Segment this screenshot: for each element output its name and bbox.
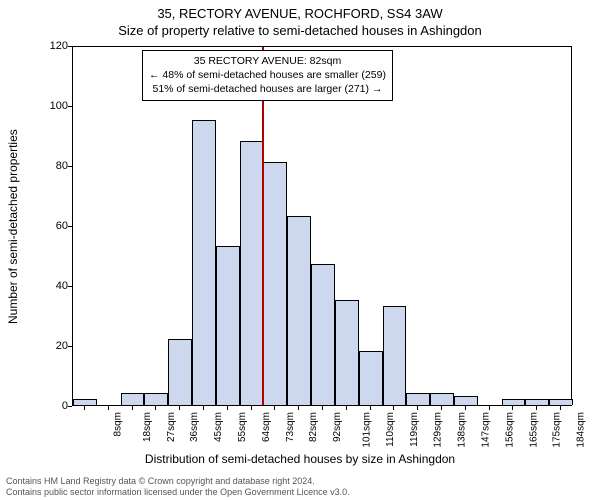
histogram-bar — [192, 120, 216, 405]
histogram-bar — [525, 399, 549, 405]
gridline — [73, 167, 571, 168]
x-tick-label: 73sqm — [285, 412, 296, 442]
histogram-bar — [406, 393, 430, 405]
histogram-bar — [263, 162, 287, 405]
histogram-bar — [144, 393, 168, 405]
footer-line-2: Contains public sector information licen… — [6, 487, 350, 498]
x-tick-mark — [370, 406, 371, 410]
sub-title: Size of property relative to semi-detach… — [0, 21, 600, 38]
y-tick-mark — [68, 106, 72, 107]
gridline — [73, 107, 571, 108]
histogram-bar — [335, 300, 359, 405]
x-tick-label: 156sqm — [504, 412, 515, 448]
histogram-bar — [359, 351, 383, 405]
histogram-bar — [502, 399, 526, 405]
x-tick-label: 27sqm — [166, 412, 177, 442]
histogram-bar — [121, 393, 145, 405]
histogram-bar — [73, 399, 97, 405]
x-tick-label: 119sqm — [408, 412, 419, 447]
histogram-bar — [240, 141, 264, 405]
histogram-bar — [311, 264, 335, 405]
x-tick-mark — [322, 406, 323, 410]
y-tick-mark — [68, 46, 72, 47]
x-tick-mark — [84, 406, 85, 410]
histogram-bar — [216, 246, 240, 405]
gridline — [73, 227, 571, 228]
annotation-line-1: 35 RECTORY AVENUE: 82sqm — [149, 54, 386, 68]
x-tick-label: 110sqm — [385, 412, 396, 447]
y-tick-label: 100 — [38, 100, 68, 112]
x-tick-mark — [251, 406, 252, 410]
x-tick-mark — [227, 406, 228, 410]
x-tick-mark — [417, 406, 418, 410]
x-tick-mark — [489, 406, 490, 410]
reference-line — [262, 47, 264, 405]
x-tick-mark — [179, 406, 180, 410]
x-tick-label: 36sqm — [189, 412, 200, 442]
histogram-bar — [168, 339, 192, 405]
annotation-callout: 35 RECTORY AVENUE: 82sqm ← 48% of semi-d… — [142, 50, 393, 101]
x-tick-mark — [132, 406, 133, 410]
y-tick-mark — [68, 226, 72, 227]
x-tick-mark — [155, 406, 156, 410]
x-tick-label: 147sqm — [481, 412, 492, 448]
x-tick-label: 175sqm — [552, 412, 563, 448]
x-tick-label: 92sqm — [332, 412, 343, 442]
y-tick-label: 20 — [38, 340, 68, 352]
x-tick-label: 82sqm — [308, 412, 319, 442]
y-tick-label: 40 — [38, 280, 68, 292]
x-tick-mark — [536, 406, 537, 410]
histogram-bar — [287, 216, 311, 405]
annotation-line-3: 51% of semi-detached houses are larger (… — [149, 82, 386, 96]
y-tick-label: 60 — [38, 220, 68, 232]
x-tick-label: 165sqm — [528, 412, 539, 448]
x-tick-label: 129sqm — [433, 412, 444, 448]
x-tick-mark — [393, 406, 394, 410]
x-tick-mark — [346, 406, 347, 410]
histogram-bar — [549, 399, 573, 405]
x-tick-mark — [203, 406, 204, 410]
x-tick-mark — [108, 406, 109, 410]
y-tick-mark — [68, 166, 72, 167]
y-tick-label: 0 — [38, 400, 68, 412]
y-tick-mark — [68, 406, 72, 407]
x-tick-label: 184sqm — [576, 412, 587, 448]
y-axis-label: Number of semi-detached properties — [6, 129, 20, 324]
y-tick-label: 120 — [38, 40, 68, 52]
x-tick-label: 101sqm — [362, 412, 373, 448]
x-tick-label: 18sqm — [142, 412, 153, 442]
x-tick-label: 64sqm — [261, 412, 272, 442]
x-tick-mark — [512, 406, 513, 410]
footer-line-1: Contains HM Land Registry data © Crown c… — [6, 476, 350, 487]
histogram-bar — [454, 396, 478, 405]
y-tick-mark — [68, 346, 72, 347]
histogram-bar — [383, 306, 407, 405]
y-tick-label: 80 — [38, 160, 68, 172]
x-tick-label: 138sqm — [457, 412, 468, 448]
x-tick-label: 45sqm — [213, 412, 224, 442]
annotation-line-2: ← 48% of semi-detached houses are smalle… — [149, 68, 386, 82]
y-tick-mark — [68, 286, 72, 287]
x-tick-mark — [274, 406, 275, 410]
x-tick-mark — [560, 406, 561, 410]
footer-attribution: Contains HM Land Registry data © Crown c… — [6, 476, 350, 498]
x-tick-label: 8sqm — [112, 412, 123, 436]
x-tick-mark — [298, 406, 299, 410]
x-tick-mark — [465, 406, 466, 410]
main-title: 35, RECTORY AVENUE, ROCHFORD, SS4 3AW — [0, 0, 600, 21]
x-axis-label: Distribution of semi-detached houses by … — [0, 452, 600, 466]
x-tick-mark — [441, 406, 442, 410]
histogram-bar — [430, 393, 454, 405]
x-tick-label: 55sqm — [237, 412, 248, 442]
